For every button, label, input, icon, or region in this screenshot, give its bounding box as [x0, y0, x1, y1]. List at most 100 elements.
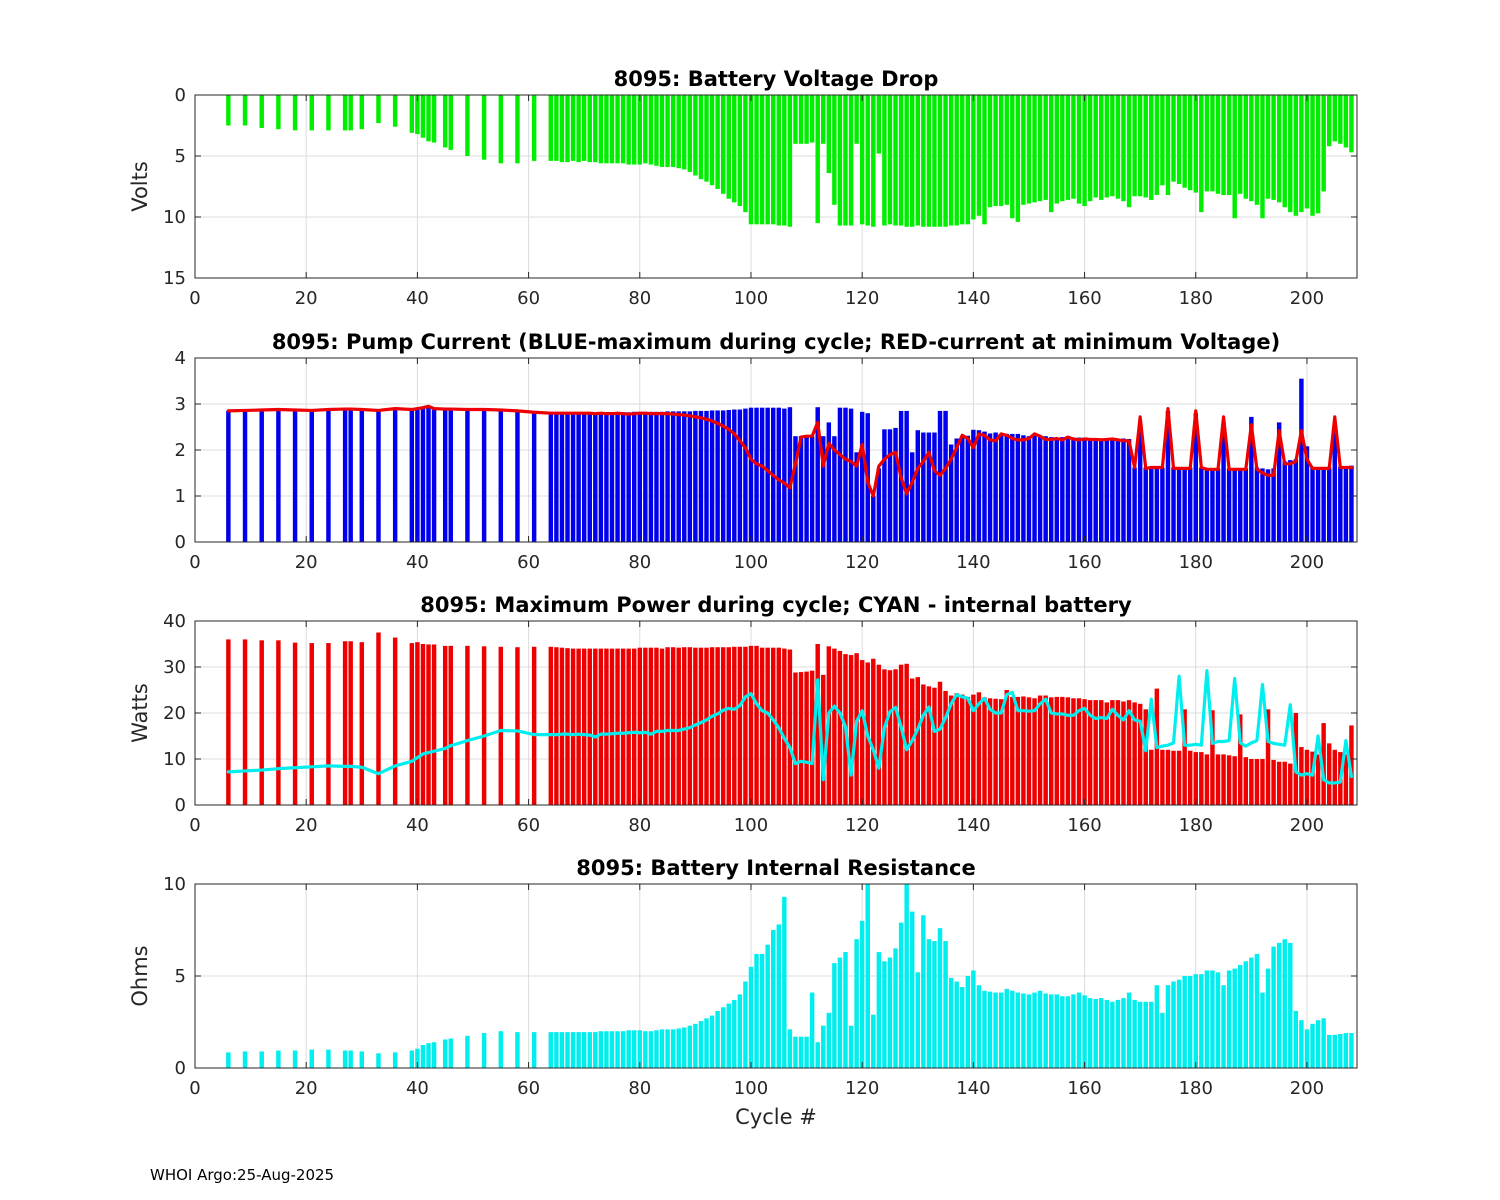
bar [1021, 435, 1026, 542]
bar [1210, 95, 1215, 192]
bar [809, 95, 815, 143]
bar [1015, 992, 1021, 1068]
bar [893, 95, 898, 226]
bar [431, 95, 437, 143]
bar [676, 95, 681, 169]
x-tick-label: 140 [956, 288, 990, 309]
bar [431, 644, 437, 805]
bar [1276, 942, 1282, 1068]
x-tick-label: 0 [189, 552, 200, 573]
bar [1238, 964, 1243, 1068]
bar [626, 1030, 631, 1068]
bar [1099, 95, 1104, 200]
bar [1221, 424, 1226, 542]
bar [376, 409, 381, 542]
bar [581, 95, 587, 161]
bar [726, 1003, 731, 1068]
bar [604, 648, 609, 805]
bar [581, 412, 587, 542]
bar [1282, 939, 1287, 1068]
bar [709, 410, 715, 542]
bar [632, 411, 637, 542]
bar [559, 647, 565, 805]
y-tick-label: 15 [163, 268, 186, 289]
bar [420, 1045, 426, 1068]
bar [1210, 970, 1215, 1068]
bar [1032, 95, 1037, 203]
bar [498, 1031, 504, 1068]
x-tick-label: 0 [189, 815, 200, 836]
bar [1193, 752, 1198, 805]
bar [809, 992, 815, 1068]
bar [1226, 95, 1232, 196]
bar [376, 1053, 381, 1068]
bar [887, 95, 893, 225]
x-tick-label: 100 [734, 815, 768, 836]
bar [782, 648, 787, 805]
bar [1204, 970, 1210, 1068]
y-tick-label: 0 [175, 532, 186, 553]
bar [893, 948, 898, 1068]
bar [1093, 95, 1098, 198]
bar [1143, 95, 1148, 198]
bar [954, 981, 959, 1068]
x-tick-label: 80 [628, 288, 651, 309]
bar [1065, 95, 1071, 200]
bar [442, 95, 448, 148]
bar [326, 409, 331, 542]
x-tick-label: 120 [845, 288, 879, 309]
x-tick-label: 40 [406, 552, 429, 573]
bar [1326, 95, 1332, 147]
bar [1071, 438, 1076, 542]
x-tick-label: 40 [406, 288, 429, 309]
bar [787, 95, 793, 227]
bar [1260, 468, 1265, 542]
bar [1293, 1010, 1299, 1068]
bar [1104, 438, 1110, 542]
bar [570, 95, 576, 161]
x-tick-label: 140 [956, 552, 990, 573]
bar [415, 642, 420, 805]
x-tick-label: 160 [1067, 288, 1101, 309]
bar [676, 1028, 681, 1068]
x-tick-label: 140 [956, 1078, 990, 1099]
bar [559, 1032, 565, 1068]
bar [1310, 467, 1315, 542]
bar [982, 697, 987, 805]
bar [754, 95, 759, 225]
bar [565, 1032, 570, 1068]
bar [1143, 467, 1148, 542]
bar [1254, 953, 1260, 1068]
bar [815, 644, 820, 805]
y-tick-label: 3 [175, 394, 186, 415]
x-tick-label: 200 [1290, 288, 1324, 309]
bar [1115, 95, 1121, 199]
bar [1010, 990, 1015, 1068]
bar [292, 1050, 298, 1068]
bar [548, 411, 554, 542]
bar [1288, 460, 1293, 542]
bar [1099, 438, 1104, 542]
bar [643, 411, 648, 542]
bar [1010, 696, 1015, 805]
x-tick-label: 200 [1290, 1078, 1324, 1099]
y-tick-label: 1 [175, 486, 186, 507]
bar [709, 647, 715, 805]
bar [448, 95, 453, 150]
bar [1115, 999, 1121, 1068]
bar [648, 411, 654, 542]
bar [798, 672, 804, 805]
bar [1310, 95, 1315, 216]
bar [954, 95, 959, 226]
bar [1004, 988, 1009, 1068]
bar [242, 639, 248, 805]
bar [993, 432, 998, 542]
bar [1137, 424, 1143, 542]
bar [815, 95, 820, 224]
x-tick-label: 60 [517, 815, 540, 836]
bar [915, 430, 920, 542]
bar [593, 412, 598, 542]
bar [1276, 422, 1282, 542]
bar [292, 642, 298, 805]
bar [1215, 468, 1221, 542]
